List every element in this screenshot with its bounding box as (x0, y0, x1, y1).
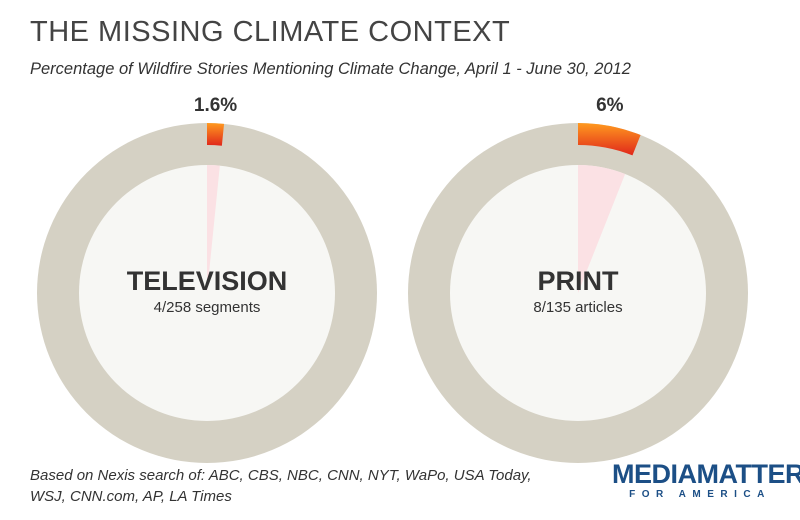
chart-subtitle: Percentage of Wildfire Stories Mentionin… (30, 60, 631, 78)
chart-title: THE MISSING CLIMATE CONTEXT (30, 16, 511, 48)
logo-main-text: MEDIAMATTERS (612, 459, 800, 489)
television-share-segment (207, 123, 225, 146)
television-share-wedge (207, 165, 220, 293)
print-detail-label: 8/135 articles (533, 299, 622, 316)
print-share-segment (578, 123, 641, 156)
media-matters-logo: MEDIAMATTERS FOR AMERICA (612, 459, 800, 500)
television-category-label: TELEVISION (127, 266, 288, 296)
source-note-line-1: Based on Nexis search of: ABC, CBS, NBC,… (30, 467, 532, 484)
print-category-label: PRINT (538, 266, 620, 296)
logo-sub-text: FOR AMERICA (629, 489, 771, 500)
source-note: Based on Nexis search of: ABC, CBS, NBC,… (30, 465, 600, 507)
source-note-line-2: WSJ, CNN.com, AP, LA Times (30, 488, 232, 505)
television-percent-label: 1.6% (194, 95, 237, 116)
print-percent-label: 6% (596, 95, 624, 116)
television-detail-label: 4/258 segments (154, 299, 261, 316)
print-share-wedge (578, 165, 626, 293)
